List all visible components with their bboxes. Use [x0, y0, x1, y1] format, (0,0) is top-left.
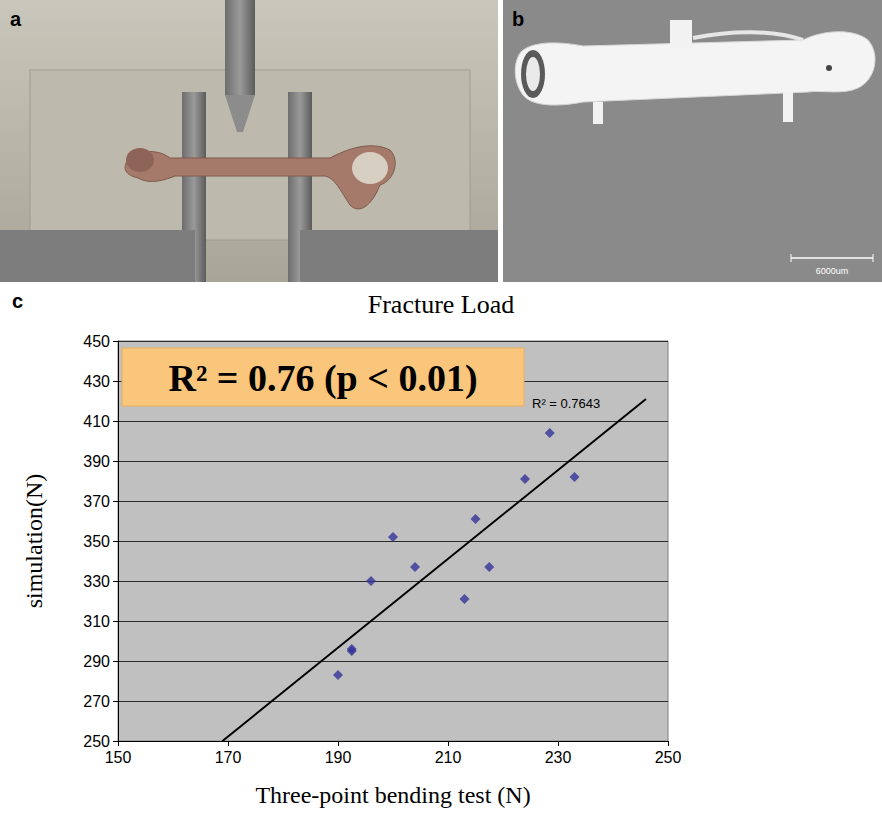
svg-text:6000um: 6000um [816, 266, 849, 276]
svg-text:Three-point bending test (N): Three-point bending test (N) [255, 782, 530, 808]
svg-text:450: 450 [83, 333, 110, 350]
svg-text:190: 190 [325, 749, 352, 766]
html-text:c: c [12, 290, 24, 312]
svg-text:R² = 0.7643: R² = 0.7643 [532, 396, 600, 411]
html-text:a: a [10, 8, 22, 30]
svg-text:Fracture Load: Fracture Load [368, 290, 515, 319]
svg-text:simulation(N): simulation(N) [21, 474, 47, 609]
svg-text:250: 250 [83, 733, 110, 750]
svg-text:290: 290 [83, 653, 110, 670]
svg-text:430: 430 [83, 373, 110, 390]
svg-text:310: 310 [83, 613, 110, 630]
svg-text:330: 330 [83, 573, 110, 590]
svg-text:370: 370 [83, 493, 110, 510]
html-text:b: b [512, 8, 525, 30]
svg-text:270: 270 [83, 693, 110, 710]
svg-text:250: 250 [655, 749, 682, 766]
svg-text:350: 350 [83, 533, 110, 550]
svg-text:210: 210 [435, 749, 462, 766]
svg-text:390: 390 [83, 453, 110, 470]
svg-text:230: 230 [545, 749, 572, 766]
svg-text:170: 170 [215, 749, 242, 766]
svg-text:R² = 0.76 (p < 0.01): R² = 0.76 (p < 0.01) [168, 357, 477, 400]
svg-text:410: 410 [83, 413, 110, 430]
svg-text:150: 150 [105, 749, 132, 766]
